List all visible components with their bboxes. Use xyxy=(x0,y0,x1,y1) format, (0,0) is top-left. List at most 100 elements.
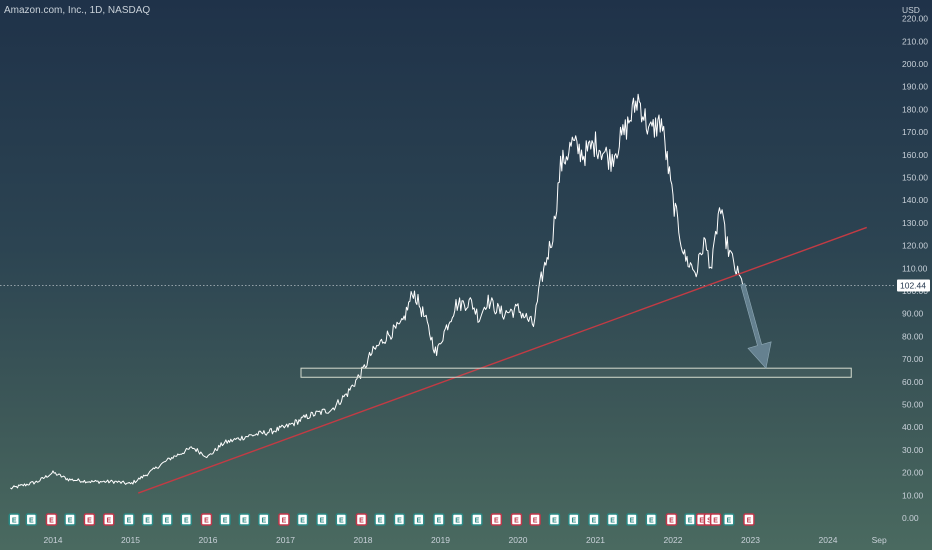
earnings-marker[interactable]: E xyxy=(606,513,619,526)
y-tick-label: 90.00 xyxy=(902,309,924,319)
earnings-marker[interactable]: E xyxy=(684,513,696,526)
x-tick-label: 2021 xyxy=(586,535,605,545)
earnings-marker-label: E xyxy=(320,518,325,525)
earnings-marker[interactable]: E xyxy=(451,513,464,526)
earnings-marker[interactable]: E xyxy=(510,513,523,526)
earnings-marker-label: E xyxy=(378,518,383,525)
y-tick-label: 160.00 xyxy=(902,150,928,160)
earnings-marker[interactable]: E xyxy=(83,513,96,526)
earnings-marker-label: E xyxy=(610,518,615,525)
earnings-marker[interactable]: E xyxy=(25,513,38,526)
earnings-marker-label: E xyxy=(514,518,519,525)
earnings-marker[interactable]: E xyxy=(278,513,290,526)
earnings-marker-label: E xyxy=(12,518,17,525)
earnings-marker-label: E xyxy=(669,518,674,525)
x-tick-label: Sep xyxy=(872,535,887,545)
earnings-marker-label: E xyxy=(475,518,480,525)
earnings-marker-label: E xyxy=(571,518,576,525)
y-tick-label: 210.00 xyxy=(902,36,928,46)
x-tick-label: 2020 xyxy=(509,535,528,545)
earnings-marker[interactable]: E xyxy=(709,513,722,526)
x-tick-label: 2016 xyxy=(199,535,218,545)
earnings-marker-label: E xyxy=(747,518,752,525)
earnings-marker-label: E xyxy=(552,518,557,525)
x-tick-label: 2022 xyxy=(664,535,683,545)
earnings-marker[interactable]: E xyxy=(588,513,600,526)
earnings-marker-label: E xyxy=(127,518,132,525)
earnings-marker-label: E xyxy=(437,518,442,525)
earnings-marker[interactable]: E xyxy=(161,513,173,526)
x-tick-label: 2014 xyxy=(44,535,63,545)
earnings-marker[interactable]: E xyxy=(413,513,425,526)
earnings-marker-label: E xyxy=(713,518,718,525)
earnings-marker[interactable]: E xyxy=(723,513,735,526)
earnings-marker-label: E xyxy=(29,518,34,525)
earnings-marker[interactable]: E xyxy=(141,513,154,526)
earnings-marker[interactable]: E xyxy=(645,513,658,526)
earnings-marker-label: E xyxy=(106,518,111,525)
earnings-marker[interactable]: E xyxy=(316,513,328,526)
earnings-marker[interactable]: E xyxy=(471,513,483,526)
earnings-marker-label: E xyxy=(592,518,597,525)
y-tick-label: 130.00 xyxy=(902,218,928,228)
earnings-marker[interactable]: E xyxy=(374,513,386,526)
earnings-marker[interactable]: E xyxy=(64,513,76,526)
earnings-marker[interactable]: E xyxy=(200,513,213,526)
x-tick-label: 2019 xyxy=(431,535,450,545)
earnings-marker[interactable]: E xyxy=(393,513,406,526)
earnings-marker[interactable]: E xyxy=(529,513,541,526)
overlay: 102.44 xyxy=(0,226,930,494)
earnings-marker-label: E xyxy=(300,518,305,525)
y-tick-label: 220.00 xyxy=(902,14,928,24)
earnings-marker-label: E xyxy=(494,518,499,525)
trendline xyxy=(138,226,867,494)
earnings-marker[interactable]: E xyxy=(258,513,270,526)
y-tick-label: 60.00 xyxy=(902,377,924,387)
earnings-marker[interactable]: E xyxy=(180,513,193,526)
y-tick-label: 20.00 xyxy=(902,468,924,478)
projection-arrow xyxy=(740,283,772,369)
earnings-marker-label: E xyxy=(416,518,421,525)
earnings-marker[interactable]: E xyxy=(433,513,445,526)
earnings-marker[interactable]: E xyxy=(335,513,348,526)
support-zone xyxy=(300,367,852,378)
earnings-marker[interactable]: E xyxy=(123,513,135,526)
earnings-marker[interactable]: E xyxy=(568,513,580,526)
earnings-marker[interactable]: E xyxy=(665,513,678,526)
earnings-marker[interactable]: E xyxy=(548,513,561,526)
earnings-marker-label: E xyxy=(630,518,635,525)
y-tick-label: 180.00 xyxy=(902,104,928,114)
earnings-marker-label: E xyxy=(165,518,170,525)
earnings-marker-label: E xyxy=(49,518,54,525)
y-tick-label: 30.00 xyxy=(902,445,924,455)
earnings-marker[interactable]: E xyxy=(103,513,115,526)
y-tick-label: 200.00 xyxy=(902,59,928,69)
earnings-marker-label: E xyxy=(649,518,654,525)
y-tick-label: 10.00 xyxy=(902,490,924,500)
earnings-marker[interactable]: E xyxy=(45,513,58,526)
earnings-marker[interactable]: E xyxy=(8,513,20,526)
y-tick-label: 80.00 xyxy=(902,331,924,341)
earnings-marker-label: E xyxy=(282,518,287,525)
x-axis: 2014 2015 2016 2017 2018 2019 2020 2021 2022 2023… xyxy=(44,535,887,545)
earnings-marker[interactable]: E xyxy=(626,513,638,526)
currency-label: USD xyxy=(902,5,920,15)
earnings-marker-label: E xyxy=(204,518,209,525)
earnings-marker[interactable]: E xyxy=(490,513,503,526)
y-tick-label: 70.00 xyxy=(902,354,924,364)
plot-area xyxy=(10,93,744,490)
x-tick-label: 2023 xyxy=(741,535,760,545)
earnings-marker[interactable]: E xyxy=(743,513,755,526)
earnings-marker-label: E xyxy=(68,518,73,525)
earnings-marker[interactable]: E xyxy=(219,513,231,526)
earnings-marker[interactable]: E xyxy=(355,513,368,526)
earnings-marker-label: E xyxy=(397,518,402,525)
earnings-marker-label: E xyxy=(223,518,228,525)
earnings-marker[interactable]: E xyxy=(296,513,309,526)
earnings-marker[interactable]: E xyxy=(238,513,251,526)
y-tick-label: 150.00 xyxy=(902,173,928,183)
x-tick-label: 2018 xyxy=(354,535,373,545)
earnings-marker-label: E xyxy=(339,518,344,525)
